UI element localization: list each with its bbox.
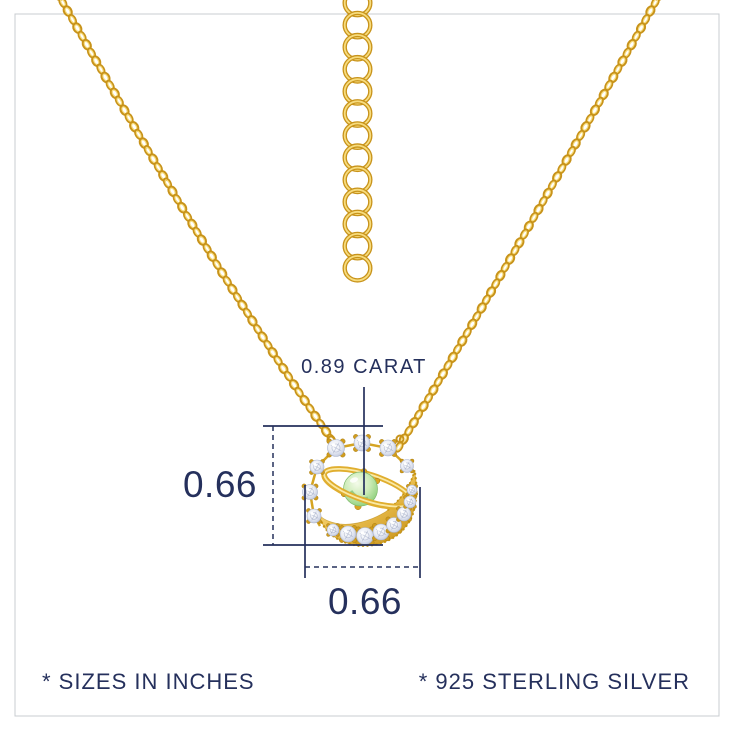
footnote-material: * 925 STERLING SILVER bbox=[418, 669, 690, 694]
footnote-sizes: * SIZES IN INCHES bbox=[42, 669, 255, 694]
dimension-annotations bbox=[263, 387, 421, 578]
height-dimension-label: 0.66 bbox=[182, 464, 257, 505]
necklace-chain-left bbox=[53, 0, 343, 453]
necklace-chain-right bbox=[394, 0, 665, 453]
extender-chain bbox=[342, 0, 373, 283]
star-stones bbox=[301, 434, 415, 524]
carat-label: 0.89 CARAT bbox=[301, 356, 427, 378]
chain-loop-right bbox=[395, 434, 405, 444]
moon-pave-stones bbox=[326, 484, 418, 546]
width-dimension-label: 0.66 bbox=[327, 581, 402, 622]
